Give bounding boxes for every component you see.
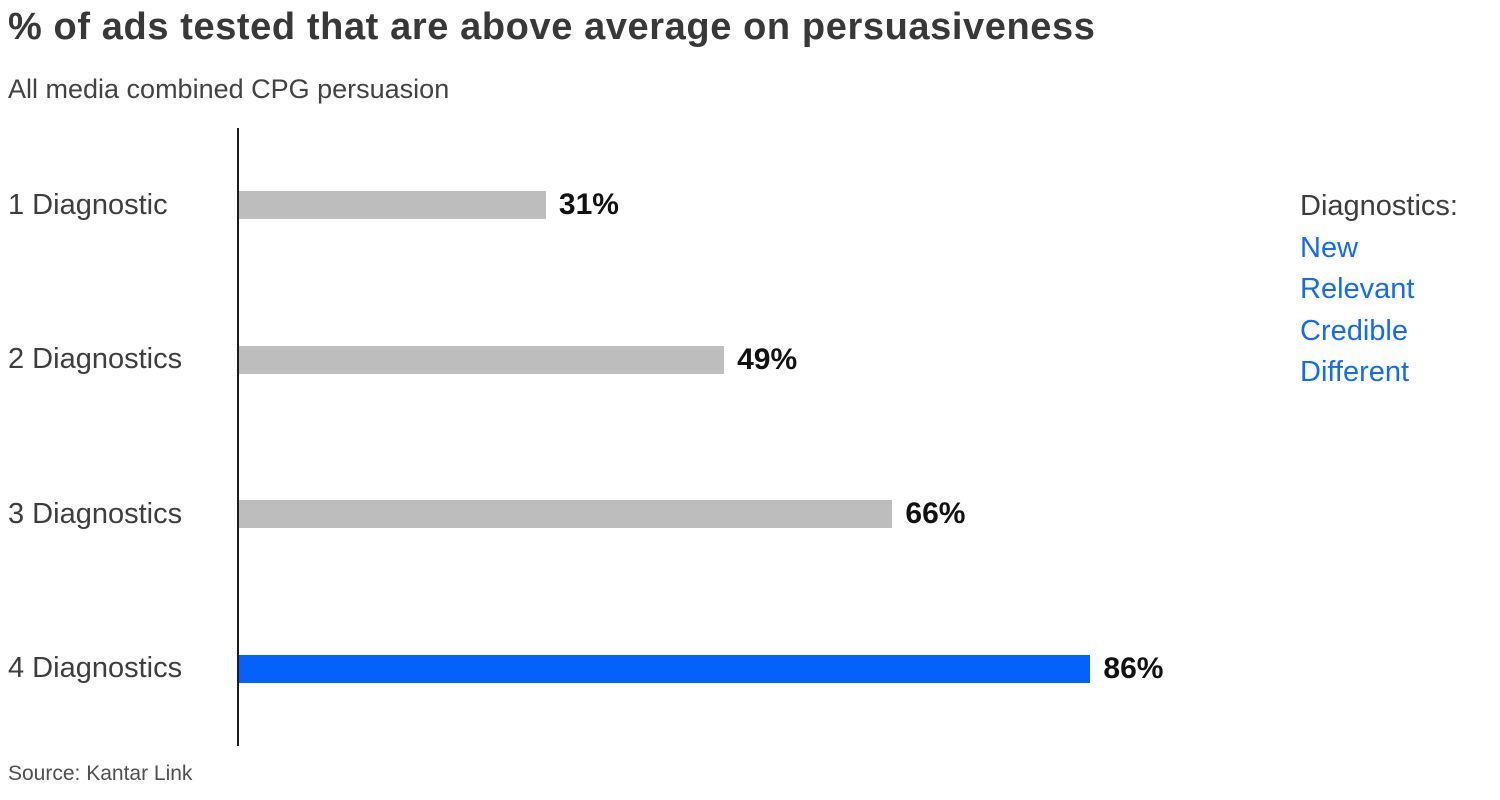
value-label: 49% [737, 342, 798, 376]
bar-chart: 1 Diagnostic 31% 2 Diagnostics 49% 3 Dia… [0, 128, 1240, 746]
bar [239, 345, 725, 374]
legend-title: Diagnostics: [1300, 190, 1458, 222]
source-note: Source: Kantar Link [8, 762, 193, 785]
bar [239, 191, 546, 220]
bar-row: 1 Diagnostic 31% [0, 128, 1240, 283]
category-label: 2 Diagnostics [8, 343, 183, 376]
bar [239, 500, 893, 529]
bar-row: 4 Diagnostics 86% [0, 592, 1240, 747]
y-axis-line [237, 128, 239, 746]
bar-highlighted [239, 654, 1091, 683]
legend-item-new: New [1300, 231, 1359, 264]
legend-item-relevant: Relevant [1300, 273, 1415, 305]
chart-title: % of ads tested that are above average o… [8, 6, 1096, 48]
bar-row: 2 Diagnostics 49% [0, 283, 1240, 438]
bar-row: 3 Diagnostics 66% [0, 437, 1240, 592]
bar-track: 31% [239, 188, 1229, 222]
bar-track: 49% [239, 342, 1229, 376]
bar-track: 86% [239, 651, 1229, 685]
legend: Diagnostics: New Relevant Credible Diffe… [1300, 186, 1458, 394]
category-label: 1 Diagnostic [8, 188, 168, 221]
value-label: 66% [905, 497, 966, 531]
legend-item-credible: Credible [1300, 314, 1408, 347]
bar-track: 66% [239, 497, 1229, 531]
legend-item-different: Different [1300, 356, 1410, 388]
category-label: 3 Diagnostics [8, 497, 183, 530]
category-label: 4 Diagnostics [8, 652, 183, 685]
value-label: 86% [1103, 651, 1164, 685]
value-label: 31% [558, 188, 619, 222]
chart-subtitle: All media combined CPG persuasion [8, 74, 450, 104]
